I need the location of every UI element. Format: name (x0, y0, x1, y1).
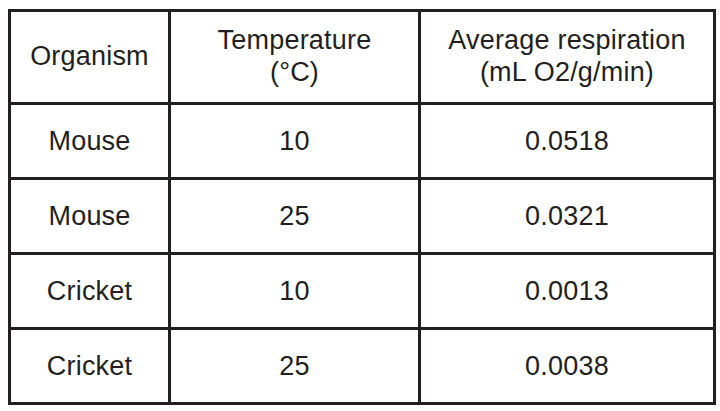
cell-temperature: 25 (170, 179, 420, 254)
header-respiration-unit: (mL O2/g/min) (421, 57, 713, 89)
cell-temperature: 10 (170, 254, 420, 329)
respiration-data-table: Organism Temperature (°C) Average respir… (8, 9, 716, 405)
header-organism: Organism (10, 11, 170, 104)
header-temperature: Temperature (°C) (170, 11, 420, 104)
header-respiration-label: Average respiration (421, 25, 713, 57)
header-temperature-unit: (°C) (171, 57, 418, 89)
header-organism-label: Organism (11, 41, 168, 73)
table-row: Cricket 10 0.0013 (10, 254, 715, 329)
cell-organism: Cricket (10, 329, 170, 404)
header-row: Organism Temperature (°C) Average respir… (10, 11, 715, 104)
table-row: Mouse 10 0.0518 (10, 104, 715, 179)
cell-temperature: 10 (170, 104, 420, 179)
header-temperature-label: Temperature (171, 25, 418, 57)
cell-organism: Cricket (10, 254, 170, 329)
cell-respiration: 0.0321 (420, 179, 715, 254)
cell-organism: Mouse (10, 104, 170, 179)
cell-respiration: 0.0013 (420, 254, 715, 329)
cell-temperature: 25 (170, 329, 420, 404)
header-respiration: Average respiration (mL O2/g/min) (420, 11, 715, 104)
table-row: Cricket 25 0.0038 (10, 329, 715, 404)
cell-respiration: 0.0518 (420, 104, 715, 179)
cell-respiration: 0.0038 (420, 329, 715, 404)
cell-organism: Mouse (10, 179, 170, 254)
table-row: Mouse 25 0.0321 (10, 179, 715, 254)
